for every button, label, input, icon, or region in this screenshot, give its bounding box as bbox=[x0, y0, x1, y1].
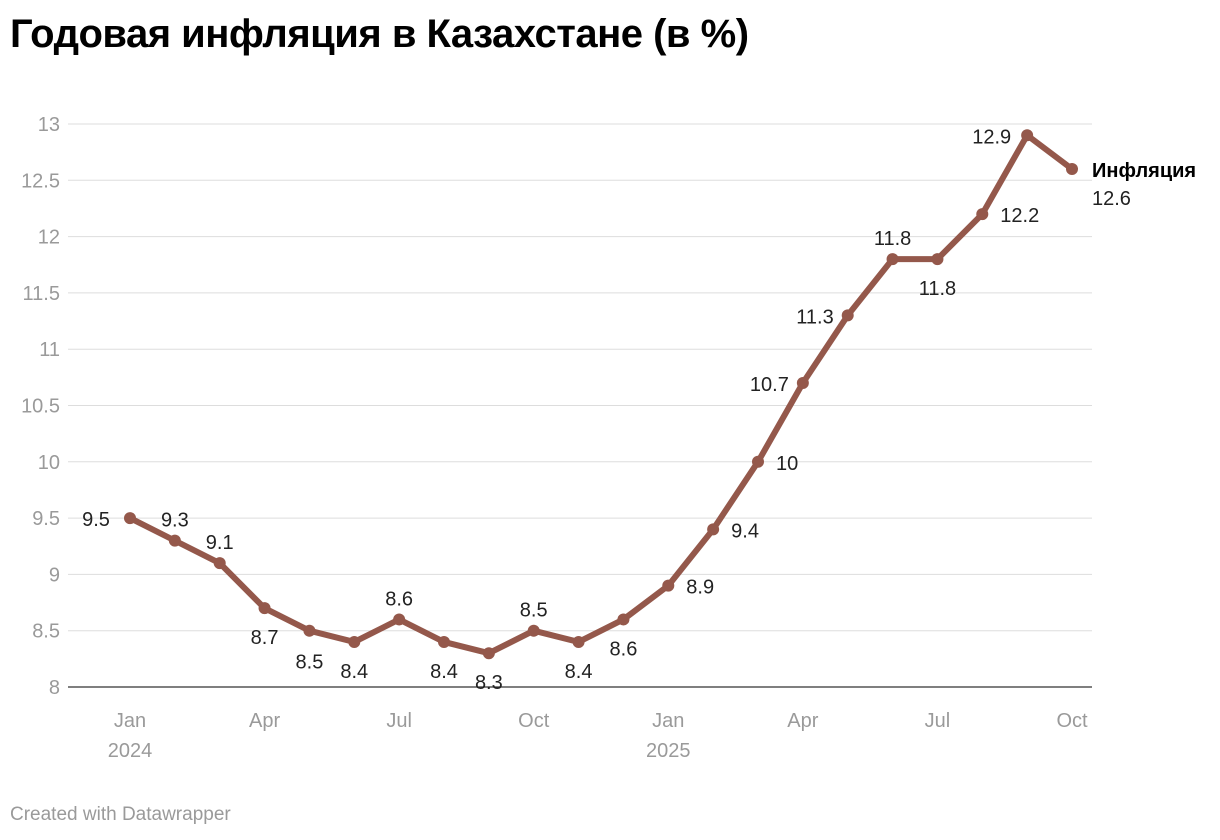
data-label: 12.6 bbox=[1092, 188, 1131, 210]
data-point bbox=[482, 647, 495, 660]
data-label: 10.7 bbox=[750, 374, 789, 396]
data-point bbox=[124, 512, 136, 525]
data-label: 8.4 bbox=[565, 661, 593, 683]
data-point bbox=[707, 523, 720, 536]
y-tick-label: 9 bbox=[49, 564, 60, 586]
y-tick-label: 13 bbox=[38, 114, 60, 136]
data-label: 8.9 bbox=[686, 577, 714, 599]
data-label: 9.4 bbox=[731, 520, 759, 542]
x-tick-year-label: 2024 bbox=[108, 740, 153, 762]
data-point bbox=[886, 253, 899, 266]
y-tick-label: 10 bbox=[38, 452, 60, 474]
data-label: 8.5 bbox=[520, 600, 548, 622]
data-point bbox=[527, 624, 540, 637]
y-tick-label: 8.5 bbox=[32, 621, 60, 643]
x-tick-label: Oct bbox=[1056, 710, 1088, 732]
y-axis: 13 12.5 12 11.5 11 10.5 10 9.5 9 8.5 8 bbox=[21, 114, 60, 699]
data-point bbox=[438, 635, 450, 648]
data-point bbox=[393, 613, 406, 626]
y-tick-label: 12 bbox=[38, 227, 60, 249]
data-point bbox=[931, 253, 944, 266]
x-tick-label: Jul bbox=[925, 710, 951, 732]
x-tick-label: Jan bbox=[114, 710, 146, 732]
data-point bbox=[976, 208, 989, 221]
credit-text: Created with Datawrapper bbox=[10, 804, 231, 825]
data-label: 8.3 bbox=[475, 672, 503, 694]
x-tick-label: Apr bbox=[249, 710, 280, 732]
data-label: 10 bbox=[776, 453, 798, 475]
data-label: 8.6 bbox=[385, 588, 413, 610]
data-labels: 9.5 9.3 9.1 8.7 8.5 8.4 8.6 8.4 8.3 8.5 8.4 8.6 8.9 9… bbox=[82, 126, 1196, 694]
data-point bbox=[841, 309, 854, 322]
x-tick-label: Jan bbox=[652, 710, 684, 732]
data-label: 12.9 bbox=[972, 126, 1011, 148]
x-tick-label: Apr bbox=[787, 710, 818, 732]
data-label: 8.4 bbox=[430, 661, 458, 683]
data-label: 9.3 bbox=[161, 510, 189, 532]
data-label: 8.4 bbox=[340, 661, 368, 683]
y-tick-label: 8 bbox=[49, 677, 60, 699]
data-label: 9.5 bbox=[82, 509, 110, 531]
x-tick-year-label: 2025 bbox=[646, 740, 691, 762]
data-label: 8.7 bbox=[251, 627, 279, 649]
data-point bbox=[258, 602, 271, 615]
data-point bbox=[796, 376, 809, 389]
x-tick-label: Jul bbox=[386, 710, 412, 732]
y-tick-label: 10.5 bbox=[21, 396, 60, 418]
data-point bbox=[1021, 129, 1034, 142]
data-label: 11.8 bbox=[919, 278, 956, 300]
data-point bbox=[752, 455, 764, 468]
data-point bbox=[572, 635, 585, 648]
data-point bbox=[213, 557, 226, 570]
series-line bbox=[127, 132, 1075, 657]
data-point bbox=[662, 579, 675, 592]
y-tick-label: 9.5 bbox=[32, 508, 60, 530]
data-point bbox=[168, 534, 181, 547]
series-group bbox=[124, 129, 1078, 660]
y-tick-label: 11 bbox=[39, 339, 60, 361]
y-tick-label: 11.5 bbox=[23, 283, 60, 305]
data-label: 11.8 bbox=[874, 228, 911, 250]
x-tick-label: Oct bbox=[518, 710, 550, 732]
data-label: 8.5 bbox=[296, 652, 324, 674]
series-name-label: Инфляция bbox=[1092, 160, 1196, 182]
y-tick-label: 12.5 bbox=[21, 170, 60, 192]
data-point bbox=[348, 635, 361, 648]
data-point bbox=[1066, 163, 1078, 176]
x-axis: Jan 2024 Apr Jul Oct Jan 2025 Apr Jul Oct bbox=[108, 710, 1088, 762]
data-point bbox=[303, 624, 316, 637]
gridlines bbox=[68, 123, 1092, 688]
chart-title: Годовая инфляция в Казахстане (в %) bbox=[10, 12, 749, 56]
data-label: 11.3 bbox=[796, 306, 833, 328]
data-label: 8.6 bbox=[610, 638, 638, 660]
data-label: 12.2 bbox=[1000, 205, 1039, 227]
data-point bbox=[617, 613, 630, 626]
data-label: 9.1 bbox=[206, 532, 234, 554]
